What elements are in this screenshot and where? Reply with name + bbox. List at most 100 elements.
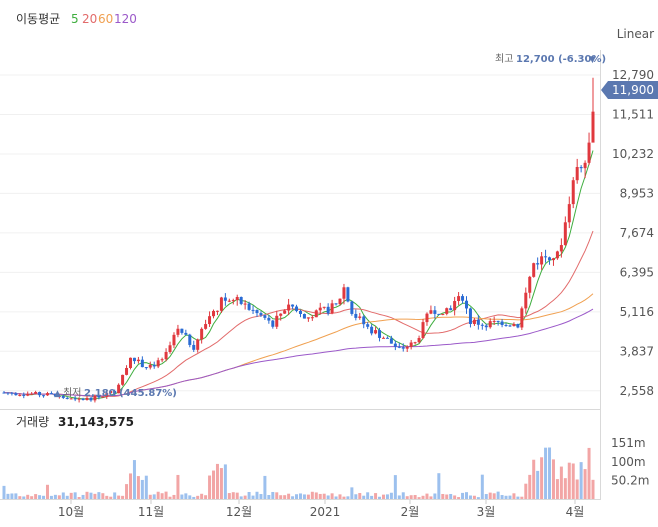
candle-body	[342, 287, 346, 299]
volume-bar	[528, 474, 532, 499]
volume-bar	[69, 492, 73, 499]
candle-body	[366, 324, 370, 327]
volume-bar	[500, 495, 504, 499]
volume-bar	[374, 493, 378, 499]
ma20-line	[3, 230, 594, 397]
volume-bar	[6, 493, 10, 499]
legend-item-ma60: 60	[98, 12, 113, 26]
candle-body	[378, 330, 382, 338]
candle-body	[405, 346, 409, 349]
candle-body	[85, 397, 89, 401]
volume-bar	[401, 492, 405, 499]
candle-body	[314, 310, 318, 318]
volume-bar	[587, 447, 591, 499]
volume-bar	[168, 496, 172, 499]
candle-body	[579, 166, 583, 169]
candle-body	[318, 307, 322, 311]
candle-body	[330, 303, 334, 314]
volume-bar	[61, 492, 65, 499]
candle-body	[42, 395, 46, 397]
volume-bar	[551, 459, 555, 499]
low-marker-arrow-icon: ▲	[54, 389, 61, 399]
candle-body	[362, 316, 366, 325]
volume-bar	[504, 495, 508, 499]
volume-bar	[555, 479, 559, 499]
volume-bar	[544, 447, 548, 499]
candle-body	[136, 359, 140, 362]
volume-bar	[472, 495, 476, 499]
volume-bar	[77, 497, 81, 499]
volume-bar	[259, 494, 263, 499]
volume-bar	[279, 495, 283, 499]
candle-body	[125, 367, 129, 375]
candle-body	[465, 300, 469, 309]
price-tick-label: 2,558	[620, 384, 654, 398]
candle-body	[251, 309, 255, 311]
candle-body	[385, 337, 389, 339]
candle-body	[255, 310, 259, 314]
volume-bar	[208, 475, 212, 499]
volume-bar	[117, 495, 121, 499]
candle-body	[239, 297, 243, 304]
volume-bar	[334, 496, 338, 499]
volume-bars	[2, 447, 595, 499]
candle-body	[283, 310, 287, 314]
time-axis-label: 3월	[477, 505, 496, 519]
volume-bar	[34, 494, 38, 499]
volume-bar	[176, 474, 180, 499]
candle-body	[215, 310, 219, 312]
candle-body	[583, 162, 587, 169]
volume-bar	[571, 463, 575, 499]
candle-body	[346, 287, 350, 302]
candle-body	[524, 292, 528, 309]
candle-body	[188, 334, 192, 345]
volume-bar	[457, 497, 461, 499]
scale-type-label[interactable]: Linear	[617, 27, 654, 41]
volume-bar	[275, 492, 279, 499]
candle-body	[45, 393, 49, 396]
candle-body	[437, 313, 441, 315]
volume-bar	[160, 493, 164, 499]
candle-body	[14, 393, 18, 396]
volume-bar	[212, 470, 216, 499]
legend-item-ma120: 120	[114, 12, 137, 26]
volume-bar	[45, 484, 49, 499]
candle-body	[34, 392, 38, 394]
candle-body	[208, 316, 212, 325]
candle-body	[2, 392, 6, 394]
candle-body	[540, 256, 544, 265]
candle-body	[508, 325, 512, 327]
low-marker-value: 2,180 (445.87%)	[84, 388, 177, 399]
candle-body	[381, 337, 385, 339]
legend-item-ma5: 5	[71, 12, 79, 26]
price-tick-label: 6,395	[620, 265, 654, 279]
candle-body	[548, 257, 552, 261]
volume-tick-label: 100m	[611, 455, 646, 469]
candle-body	[306, 317, 310, 319]
volume-bar	[437, 473, 441, 499]
candle-body	[168, 345, 172, 352]
volume-bar	[152, 494, 156, 499]
candle-body	[259, 313, 263, 316]
volume-bar	[291, 496, 295, 499]
candle-body	[417, 338, 421, 343]
candle-body	[591, 111, 595, 143]
volume-bar	[425, 493, 429, 499]
volume-bar	[101, 493, 105, 499]
candle-body	[551, 258, 555, 261]
candle-body	[81, 398, 85, 401]
volume-bar	[445, 494, 449, 499]
volume-bar	[18, 496, 22, 499]
time-axis: 10월 11월 12월 2021 2월 3월 4월	[58, 500, 584, 519]
volume-bar	[53, 494, 57, 499]
volume-bar	[89, 492, 93, 499]
candle-body	[77, 398, 81, 400]
volume-bar	[267, 494, 271, 499]
candle-body	[164, 351, 168, 360]
legend-title: 이동평균	[16, 12, 60, 26]
volume-bar	[215, 463, 219, 499]
volume-bar	[85, 491, 89, 499]
price-tick-label: 3,837	[620, 344, 654, 358]
volume-bar	[172, 494, 176, 499]
volume-bar	[405, 496, 409, 499]
